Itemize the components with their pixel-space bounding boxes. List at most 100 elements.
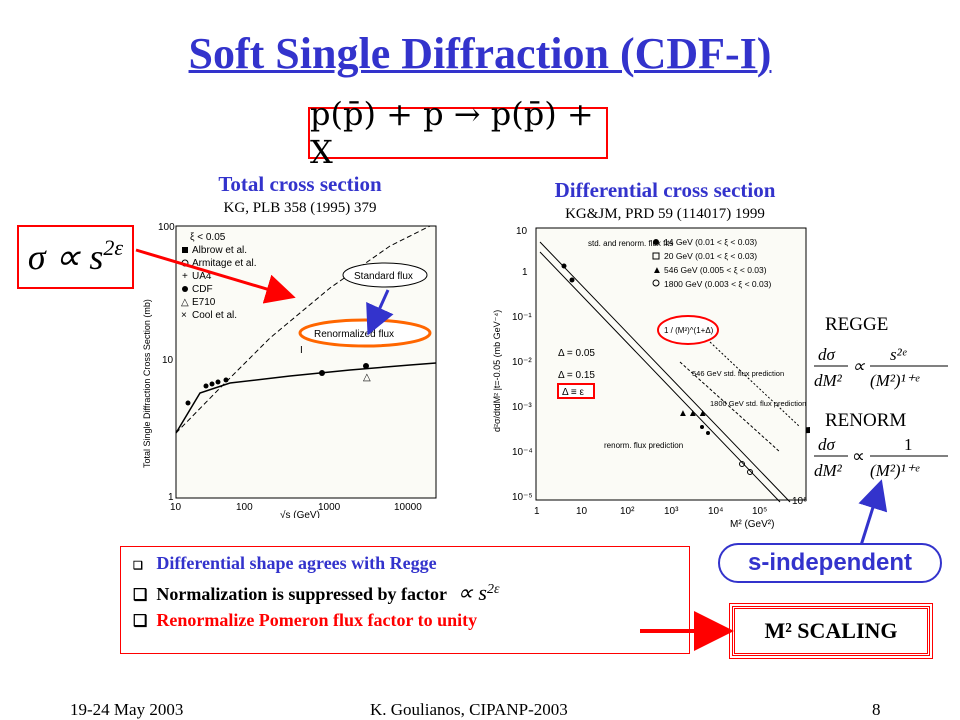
renormalized-flux-label: Renormalized flux — [314, 329, 394, 340]
bullet-3-text: Renormalize Pomeron flux factor to unity — [156, 610, 478, 630]
svg-text:▲: ▲ — [652, 265, 662, 276]
svg-text:∝: ∝ — [852, 356, 866, 376]
right-xtick-10: 10 — [576, 506, 588, 517]
left-ytick-1: 1 — [168, 492, 174, 503]
right-ylabel: d²σ/dtdM² |t=-0.05 (mb GeV⁻⁴) — [492, 310, 502, 432]
right-xticks: 1 10 10² 10³ 10⁴ 10⁵ 10⁶ — [534, 496, 807, 517]
bullet-icon: ❑ — [133, 587, 148, 604]
right-ytick-0.00001: 10⁻⁵ — [512, 492, 533, 503]
right-legend-20: 20 GeV (0.01 < ξ < 0.03) — [664, 251, 757, 261]
right-data-points: ▲▲▲ — [561, 263, 753, 475]
svg-text:△: △ — [363, 372, 371, 383]
right-xtick-10000: 10⁴ — [708, 506, 723, 517]
standard-flux-curve — [175, 225, 431, 434]
sigma-exponent: 2ε — [103, 235, 124, 260]
sigma-formula-box: σ ∝ s 2ε — [17, 225, 134, 289]
fit-line-2 — [539, 251, 781, 503]
bullet-2-text: Normalization is suppressed by factor — [156, 584, 447, 604]
svg-text:dM²: dM² — [814, 461, 843, 480]
right-yticks: 10 1 10⁻¹ 10⁻² 10⁻³ 10⁻⁴ 10⁻⁵ — [512, 226, 533, 503]
fit-line-1 — [539, 241, 791, 503]
s-independent-badge: s-independent — [718, 543, 942, 583]
regge-formula: dσ dM² ∝ s²ᵉ (M²)¹⁺ᵉ — [812, 340, 952, 396]
renorm-label-text: RENORM — [825, 410, 907, 431]
regge-label: REGGE — [825, 314, 889, 335]
svg-text:∝: ∝ — [852, 446, 865, 466]
sigma-formula: σ ∝ s — [27, 237, 104, 277]
svg-text:(M²)¹⁺ᵉ: (M²)¹⁺ᵉ — [870, 461, 920, 480]
right-xtick-1000: 10³ — [664, 506, 679, 517]
right-legend: 14 GeV (0.01 < ξ < 0.03) 20 GeV (0.01 < … — [652, 237, 771, 289]
right-xlabel: M² (GeV²) — [730, 519, 774, 530]
delta-1: Δ = 0.05 — [558, 348, 595, 359]
delta-2: Δ = 0.15 — [558, 370, 595, 381]
right-plot-heading: Differential cross section — [554, 178, 776, 202]
svg-text:s²ᵉ: s²ᵉ — [890, 345, 907, 364]
bullet-3: ❑ Renormalize Pomeron flux factor to uni… — [133, 610, 677, 631]
right-ytick-10: 10 — [516, 226, 528, 237]
reaction-box: p(p̄) + p → p(p̄) + X — [308, 95, 608, 171]
right-legend-14: 14 GeV (0.01 < ξ < 0.03) — [664, 237, 757, 247]
left-legend-cool: Cool et al. — [192, 310, 237, 321]
left-ytick-100: 100 — [158, 222, 175, 233]
svg-text:dσ: dσ — [818, 345, 836, 364]
right-ytick-1: 1 — [522, 267, 528, 278]
left-ylabel: Total Single Diffraction Cross Section (… — [142, 299, 152, 468]
slide-title: Soft Single Diffraction (CDF-I) — [188, 29, 772, 78]
bullet-2: ❑ Normalization is suppressed by factor … — [133, 580, 677, 606]
left-legend-albrow: Albrow et al. — [192, 245, 247, 256]
svg-text:▲▲▲: ▲▲▲ — [678, 408, 708, 419]
left-plot-heading: Total cross section — [218, 172, 382, 196]
svg-text:△: △ — [181, 297, 189, 308]
left-xtick-1000: 1000 — [318, 502, 341, 513]
m2-scaling-box: M² SCALING — [729, 603, 933, 659]
std-1800-line — [709, 341, 801, 428]
left-xtick-10: 10 — [170, 502, 182, 513]
right-ytick-0.0001: 10⁻⁴ — [512, 447, 533, 458]
renormalized-flux-curve — [175, 362, 437, 434]
m2-scaling-text: M² SCALING — [764, 618, 898, 643]
left-xtick-10000: 10000 — [394, 502, 422, 513]
svg-text:dM²: dM² — [814, 371, 843, 390]
svg-text:×: × — [181, 310, 187, 321]
svg-text:I: I — [300, 345, 303, 356]
left-data-points: I △ — [185, 345, 371, 406]
right-legend-546: 546 GeV (0.005 < ξ < 0.03) — [664, 265, 767, 275]
right-ytick-0.1: 10⁻¹ — [512, 312, 532, 323]
footer-page: 8 — [872, 700, 881, 719]
reaction-formula: p(p̄) + p → p(p̄) + X — [310, 95, 594, 171]
footer-author: K. Goulianos, CIPANP-2003 — [370, 700, 568, 719]
renormalized-flux-ellipse — [298, 318, 432, 348]
bullet-icon: ❑ — [133, 613, 148, 630]
svg-text:(M²)¹⁺ᵉ: (M²)¹⁺ᵉ — [870, 371, 920, 390]
svg-text:+: + — [182, 271, 188, 282]
renorm-label: renorm. flux prediction — [604, 441, 683, 450]
footer-date: 19-24 May 2003 — [70, 700, 184, 719]
renorm-formula: dσ dM² ∝ 1 (M²)¹⁺ᵉ — [812, 430, 952, 486]
right-plot: 10 1 10⁻¹ 10⁻² 10⁻³ 10⁻⁴ 10⁻⁵ 1 10 10² 1… — [492, 226, 807, 530]
left-xlabel: √s (GeV) — [280, 509, 320, 518]
regge-formula-svg: dσ dM² ∝ s²ᵉ (M²)¹⁺ᵉ — [814, 345, 948, 390]
std-1800-label: 1800 GeV std. flux prediction — [710, 399, 806, 408]
svg-text:1: 1 — [904, 435, 913, 454]
right-xtick-1: 1 — [534, 506, 540, 517]
bullet-1: ❑ Differential shape agrees with Regge — [133, 553, 677, 574]
bullet-formula-exponent: 2ε — [486, 582, 500, 597]
svg-text:dσ: dσ — [818, 435, 836, 454]
left-xtick-100: 100 — [236, 502, 253, 513]
left-legend-ua4: UA4 — [192, 271, 212, 282]
inset-formula: 1 / (M²)^(1+Δ) — [664, 326, 714, 335]
renorm-formula-svg: dσ dM² ∝ 1 (M²)¹⁺ᵉ — [814, 435, 948, 480]
bullet-formula: ∝ s — [457, 580, 487, 605]
left-plot-reference: KG, PLB 358 (1995) 379 — [223, 200, 377, 216]
left-legend-cdf: CDF — [192, 284, 213, 295]
left-legend-e710: E710 — [192, 297, 216, 308]
std-546-label: 546 GeV std. flux prediction — [692, 369, 784, 378]
delta-eq-box — [557, 383, 595, 399]
right-ytick-0.001: 10⁻³ — [512, 402, 532, 413]
s-independent-text: s-independent — [747, 549, 912, 576]
left-plot: 100 10 1 10 100 1000 10000 √s (GeV) Tota… — [142, 222, 437, 518]
right-xtick-100000: 10⁵ — [752, 506, 767, 517]
right-ytick-0.01: 10⁻² — [512, 357, 532, 368]
left-legend-armitage: Armitage et al. — [192, 258, 256, 269]
